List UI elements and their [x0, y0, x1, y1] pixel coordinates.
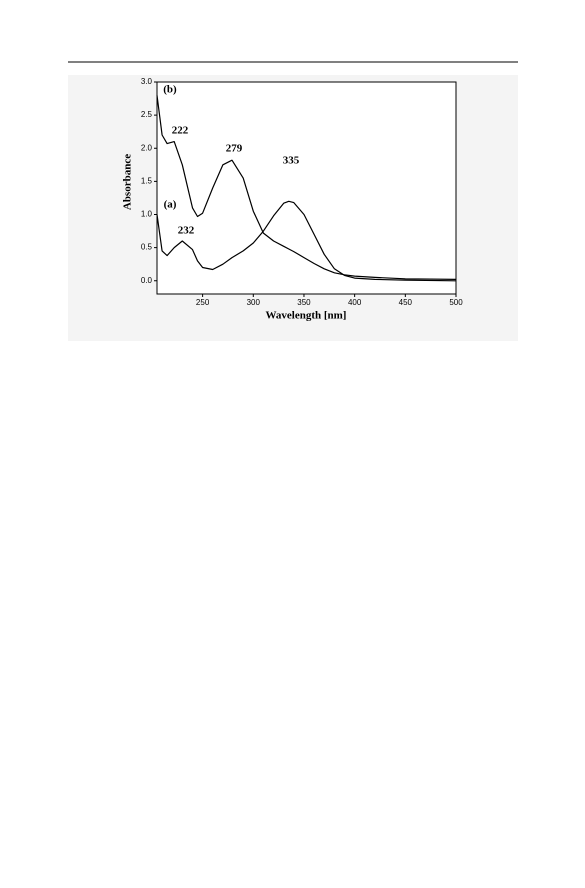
y-tick-label: 1.0	[141, 210, 153, 219]
x-tick-label: 250	[196, 298, 210, 307]
x-tick-label: 500	[449, 298, 463, 307]
y-axis-label: Absorbance	[122, 154, 134, 210]
x-tick-label: 350	[297, 298, 311, 307]
y-tick-label: 1.5	[141, 176, 153, 185]
series-line	[156, 200, 457, 282]
y-tick-label: 0.0	[141, 276, 153, 285]
series-label: (a)	[164, 199, 177, 211]
x-tick-label: 300	[247, 298, 261, 307]
series-label: (b)	[163, 84, 177, 96]
y-tick-label: 0.5	[141, 243, 153, 252]
peak-label: 232	[178, 225, 195, 237]
y-tick-label: 3.0	[141, 77, 153, 86]
y-tick-label: 2.0	[141, 143, 153, 152]
x-tick-label: 450	[399, 298, 413, 307]
plot-area	[156, 81, 457, 295]
peak-label: 335	[283, 155, 300, 167]
y-tick-label: 2.5	[141, 110, 153, 119]
series-line	[156, 95, 457, 280]
peak-label: 279	[226, 143, 243, 155]
x-tick-label: 400	[348, 298, 362, 307]
x-axis-label: Wavelength [nm]	[266, 310, 347, 322]
peak-label: 222	[172, 125, 189, 137]
